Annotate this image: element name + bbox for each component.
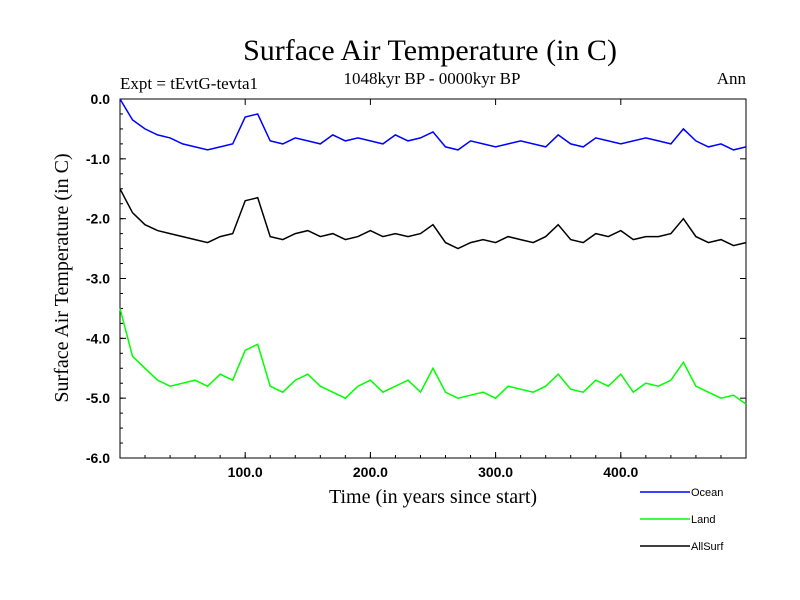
experiment-label: Expt = tEvtG-tevta1 <box>120 74 258 93</box>
y-tick-label: -5.0 <box>86 390 110 406</box>
series-line-land <box>119 308 747 405</box>
y-tick-label: -3.0 <box>86 271 110 287</box>
x-axis: 100.0 200.0 300.0 400.0 <box>119 99 747 480</box>
y-tick-label: -2.0 <box>86 211 110 227</box>
y-axis-title: Surface Air Temperature (in C) <box>51 153 73 402</box>
season-label: Ann <box>717 69 747 88</box>
y-tick-label: -1.0 <box>86 151 110 167</box>
legend-label-ocean: Ocean <box>691 487 723 499</box>
x-axis-title: Time (in years since start) <box>329 486 537 508</box>
plot-area <box>119 98 747 405</box>
chart-subtitle: 1048kyr BP - 0000kyr BP <box>344 69 521 88</box>
x-tick-label: 200.0 <box>353 464 388 480</box>
series-line-ocean <box>119 98 747 151</box>
legend-label-allsurf: AllSurf <box>691 541 724 553</box>
y-tick-label: 0.0 <box>91 91 111 107</box>
x-tick-label: 100.0 <box>228 464 263 480</box>
chart-title: Surface Air Temperature (in C) <box>243 34 617 67</box>
x-tick-label: 400.0 <box>603 464 638 480</box>
x-tick-label: 300.0 <box>478 464 513 480</box>
y-tick-label: -6.0 <box>86 450 110 466</box>
legend: Ocean Land AllSurf <box>640 487 724 553</box>
legend-label-land: Land <box>691 514 715 526</box>
plot-frame <box>119 98 747 459</box>
y-axis: 0.0 -1.0 -2.0 -3.0 -4.0 -5.0 -6.0 <box>86 91 746 466</box>
y-tick-label: -4.0 <box>86 330 110 346</box>
series-line-allsurf <box>119 188 747 250</box>
